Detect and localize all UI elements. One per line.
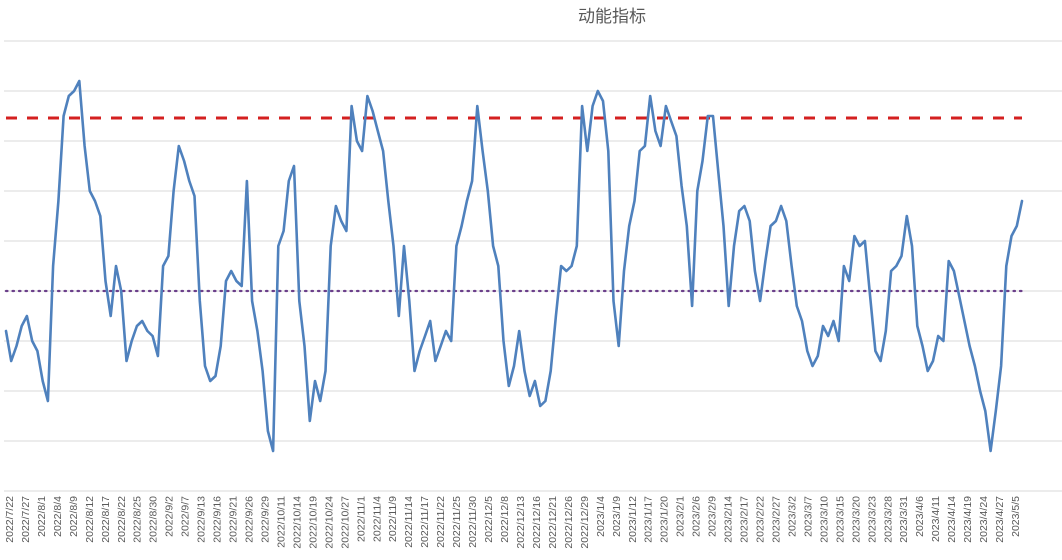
chart-title: 动能指标 bbox=[578, 7, 646, 27]
x-tick-label: 2022/8/17 bbox=[100, 496, 112, 543]
x-tick-label: 2023/2/14 bbox=[723, 496, 735, 543]
x-tick-label: 2023/4/6 bbox=[914, 496, 926, 537]
x-tick-label: 2022/9/26 bbox=[244, 496, 256, 543]
x-tick-label: 2022/12/16 bbox=[531, 496, 543, 549]
x-tick-label: 2022/11/17 bbox=[419, 496, 431, 548]
x-tick-label: 2022/10/19 bbox=[307, 496, 319, 549]
x-tick-label: 2023/5/5 bbox=[1010, 496, 1022, 537]
x-tick-label: 2022/9/13 bbox=[196, 496, 208, 543]
x-tick-label: 2023/1/17 bbox=[643, 496, 655, 543]
x-tick-label: 2023/3/15 bbox=[834, 496, 846, 543]
x-tick-label: 2022/8/22 bbox=[116, 496, 128, 543]
x-tick-label: 2022/8/30 bbox=[148, 496, 160, 543]
x-tick-label: 2023/2/9 bbox=[707, 496, 719, 537]
x-tick-label: 2022/11/30 bbox=[467, 496, 479, 548]
x-tick-label: 2022/8/25 bbox=[132, 496, 144, 543]
x-tick-label: 2022/10/11 bbox=[276, 496, 288, 548]
x-tick-label: 2022/10/24 bbox=[323, 496, 335, 549]
x-tick-label: 2023/2/27 bbox=[771, 496, 783, 543]
x-tick-label: 2022/11/14 bbox=[403, 496, 415, 548]
x-tick-label: 2022/12/21 bbox=[547, 496, 559, 549]
x-tick-label: 2022/12/8 bbox=[499, 496, 511, 543]
x-tick-label: 2022/11/9 bbox=[387, 496, 399, 542]
x-tick-label: 2023/1/4 bbox=[595, 496, 607, 537]
x-tick-label: 2023/4/27 bbox=[994, 496, 1006, 543]
x-tick-label: 2022/11/4 bbox=[371, 496, 383, 542]
x-tick-label: 2023/3/10 bbox=[818, 496, 830, 543]
x-tick-label: 2023/3/23 bbox=[866, 496, 878, 543]
x-tick-label: 2023/3/7 bbox=[802, 496, 814, 537]
x-tick-label: 2022/8/1 bbox=[36, 496, 48, 537]
x-tick-label: 2023/2/17 bbox=[739, 496, 751, 543]
x-tick-label: 2023/1/12 bbox=[627, 496, 639, 543]
x-tick-label: 2022/8/12 bbox=[84, 496, 96, 543]
x-tick-label: 2022/12/5 bbox=[483, 496, 495, 543]
x-tick-label: 2023/4/19 bbox=[962, 496, 974, 543]
x-tick-label: 2023/4/24 bbox=[978, 496, 990, 543]
x-tick-label: 2022/9/2 bbox=[164, 496, 176, 537]
x-tick-label: 2022/12/13 bbox=[515, 496, 527, 549]
x-tick-label: 2022/11/25 bbox=[451, 496, 463, 548]
x-axis-labels: 2022/7/22 2022/7/27 2022/8/1 2022/8/4 2022/8… bbox=[4, 496, 1022, 549]
x-tick-label: 2023/2/6 bbox=[691, 496, 703, 537]
reference-lines bbox=[4, 116, 1024, 293]
x-tick-label: 2023/3/31 bbox=[898, 496, 910, 543]
x-tick-label: 2022/12/29 bbox=[579, 496, 591, 549]
x-tick-label: 2022/9/21 bbox=[228, 496, 240, 543]
x-tick-label: 2022/9/29 bbox=[260, 496, 272, 543]
x-tick-label: 2023/1/9 bbox=[611, 496, 623, 537]
x-tick-label: 2022/9/16 bbox=[212, 496, 224, 543]
x-tick-label: 2023/3/20 bbox=[850, 496, 862, 543]
x-tick-label: 2022/7/27 bbox=[20, 496, 32, 543]
x-tick-label: 2022/9/7 bbox=[180, 496, 192, 537]
x-tick-label: 2023/2/1 bbox=[675, 496, 687, 537]
x-tick-label: 2023/3/2 bbox=[786, 496, 798, 537]
x-tick-label: 2022/7/22 bbox=[4, 496, 16, 543]
series-line-momentum bbox=[4, 79, 1024, 453]
x-tick-label: 2022/8/9 bbox=[68, 496, 80, 537]
x-tick-label: 2022/12/26 bbox=[563, 496, 575, 549]
x-tick-label: 2023/1/20 bbox=[659, 496, 671, 543]
x-tick-label: 2023/3/28 bbox=[882, 496, 894, 543]
x-tick-label: 2023/4/11 bbox=[930, 496, 942, 542]
x-tick-label: 2022/11/22 bbox=[435, 496, 447, 548]
x-tick-label: 2022/10/27 bbox=[339, 496, 351, 549]
x-tick-label: 2022/11/1 bbox=[355, 496, 367, 542]
x-tick-label: 2023/2/22 bbox=[755, 496, 767, 543]
x-tick-label: 2022/8/4 bbox=[52, 496, 64, 537]
x-tick-label: 2022/10/14 bbox=[291, 496, 303, 549]
x-tick-label: 2023/4/14 bbox=[946, 496, 958, 543]
